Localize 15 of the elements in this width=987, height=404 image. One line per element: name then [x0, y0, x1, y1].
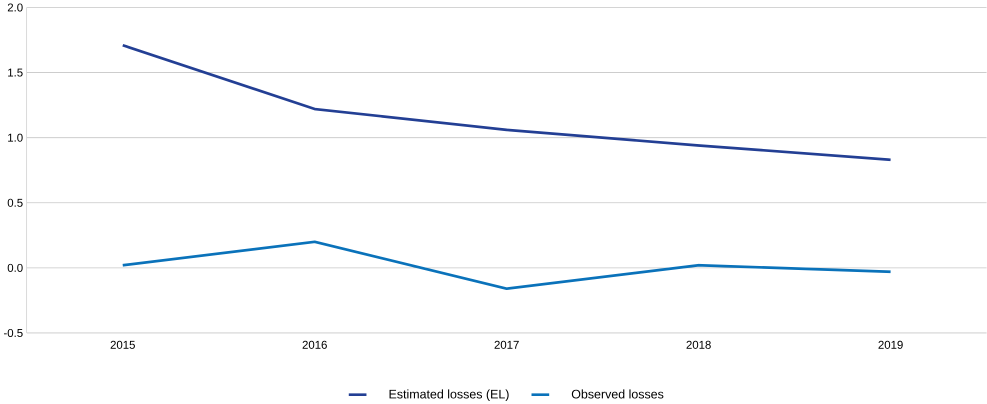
y-tick-label: 1.0 — [8, 134, 23, 142]
y-tick-label: 1.5 — [8, 68, 23, 77]
y-tick-label: 0.5 — [8, 198, 23, 207]
legend-label: Estimated losses (EL) — [390, 389, 509, 401]
x-tick-label: 2017 — [494, 340, 519, 349]
y-tick-label: 2.0 — [8, 3, 23, 12]
x-tick-label: 2019 — [878, 340, 903, 349]
x-tick-label: 2015 — [110, 340, 135, 349]
y-tick-label: -0.5 — [4, 328, 23, 337]
y-tick-label: 0.0 — [8, 264, 23, 272]
line-series — [121, 240, 892, 290]
legend-label: Observed losses — [572, 389, 664, 398]
x-tick-label: 2018 — [686, 340, 711, 349]
line-series — [121, 44, 892, 162]
x-tick-label: 2016 — [302, 340, 327, 349]
